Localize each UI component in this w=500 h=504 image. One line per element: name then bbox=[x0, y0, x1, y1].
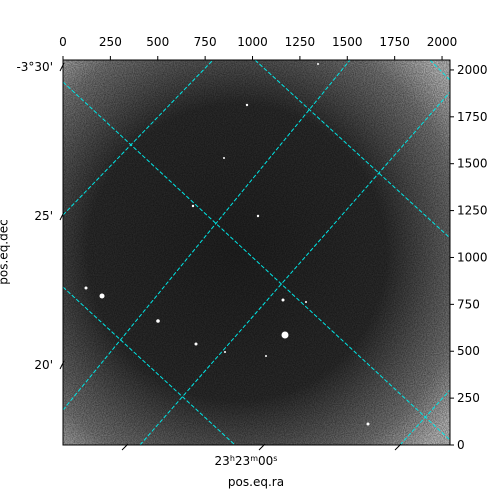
x-tick-label: 1000 bbox=[237, 35, 268, 49]
ra-tick bbox=[121, 443, 129, 451]
y-tick-label: 2000 bbox=[457, 63, 488, 77]
x-tick-label: 2000 bbox=[427, 35, 458, 49]
y-tick-label: 1000 bbox=[457, 250, 488, 264]
dec-tick bbox=[59, 62, 65, 72]
ra-tick bbox=[258, 443, 266, 451]
x-tick-label: 750 bbox=[194, 35, 217, 49]
dec-tick-label: 25' bbox=[34, 209, 53, 223]
sky-image bbox=[63, 60, 450, 445]
frame bbox=[62, 59, 451, 446]
dec-tick bbox=[59, 211, 65, 221]
y-tick-label: 1500 bbox=[457, 157, 488, 171]
x-tick-label: 0 bbox=[59, 35, 67, 49]
y-tick-label: 1250 bbox=[457, 204, 488, 218]
y-tick-label: 750 bbox=[457, 297, 480, 311]
dec-tick-label: -3°30' bbox=[16, 60, 53, 74]
coordinate-grid bbox=[63, 60, 450, 445]
ra-tick bbox=[394, 443, 402, 451]
y-tick-label: 1750 bbox=[457, 110, 488, 124]
y-axis-label: pos.eq.dec bbox=[0, 219, 11, 284]
dec-tick bbox=[59, 360, 65, 370]
x-axis-label: pos.eq.ra bbox=[228, 475, 284, 489]
y-tick-label: 250 bbox=[457, 391, 480, 405]
y-tick-label: 0 bbox=[457, 438, 465, 452]
y-tick-label: 500 bbox=[457, 344, 480, 358]
x-tick-label: 1750 bbox=[379, 35, 410, 49]
x-tick-label: 250 bbox=[99, 35, 122, 49]
x-tick-label: 1500 bbox=[332, 35, 363, 49]
x-tick-label: 500 bbox=[146, 35, 169, 49]
ra-tick-label: 23h23m00s bbox=[215, 454, 278, 469]
x-tick-label: 1250 bbox=[285, 35, 316, 49]
dec-tick-label: 20' bbox=[34, 358, 53, 372]
